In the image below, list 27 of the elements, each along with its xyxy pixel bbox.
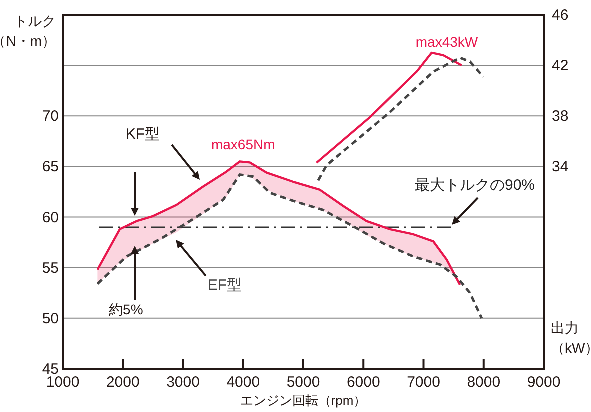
x-tick-label: 9000 [527, 374, 561, 391]
annotation: max65Nm [211, 136, 276, 153]
ref-line-label: 最大トルクの90% [414, 177, 536, 194]
x-tick-label: 3000 [166, 374, 200, 391]
x-tick-label: 8000 [467, 374, 501, 391]
y-axis-title: トルク（N・m） [0, 13, 56, 49]
y-tick-label: 65 [42, 158, 59, 176]
y2-tick-label: 46 [552, 7, 569, 24]
text: EF型 [208, 277, 242, 294]
annotation: 約5% [109, 302, 144, 318]
y2-tick-label: 34 [552, 158, 569, 176]
x-tick-label: 4000 [226, 374, 260, 391]
y-tick-label: 50 [42, 310, 59, 328]
x-tick-label: 6000 [346, 374, 380, 391]
x-tick-label: 5000 [286, 374, 320, 391]
y-tick-label: 55 [42, 260, 59, 277]
y2-tick-label: 42 [552, 58, 569, 75]
line-series [316, 52, 463, 164]
x-tick-label: 2000 [106, 374, 140, 391]
x-tick-label: 7000 [407, 374, 440, 391]
y2-axis-title: 出力（kW） [551, 320, 591, 356]
y2-tick-label: 38 [552, 108, 569, 126]
x-axis-title: エンジン回転（rpm） [240, 393, 367, 408]
y-tick-label: 60 [42, 209, 59, 226]
text: KF型 [126, 126, 160, 143]
annotation: max43kW [416, 34, 479, 50]
y-tick-label: 70 [42, 108, 59, 126]
